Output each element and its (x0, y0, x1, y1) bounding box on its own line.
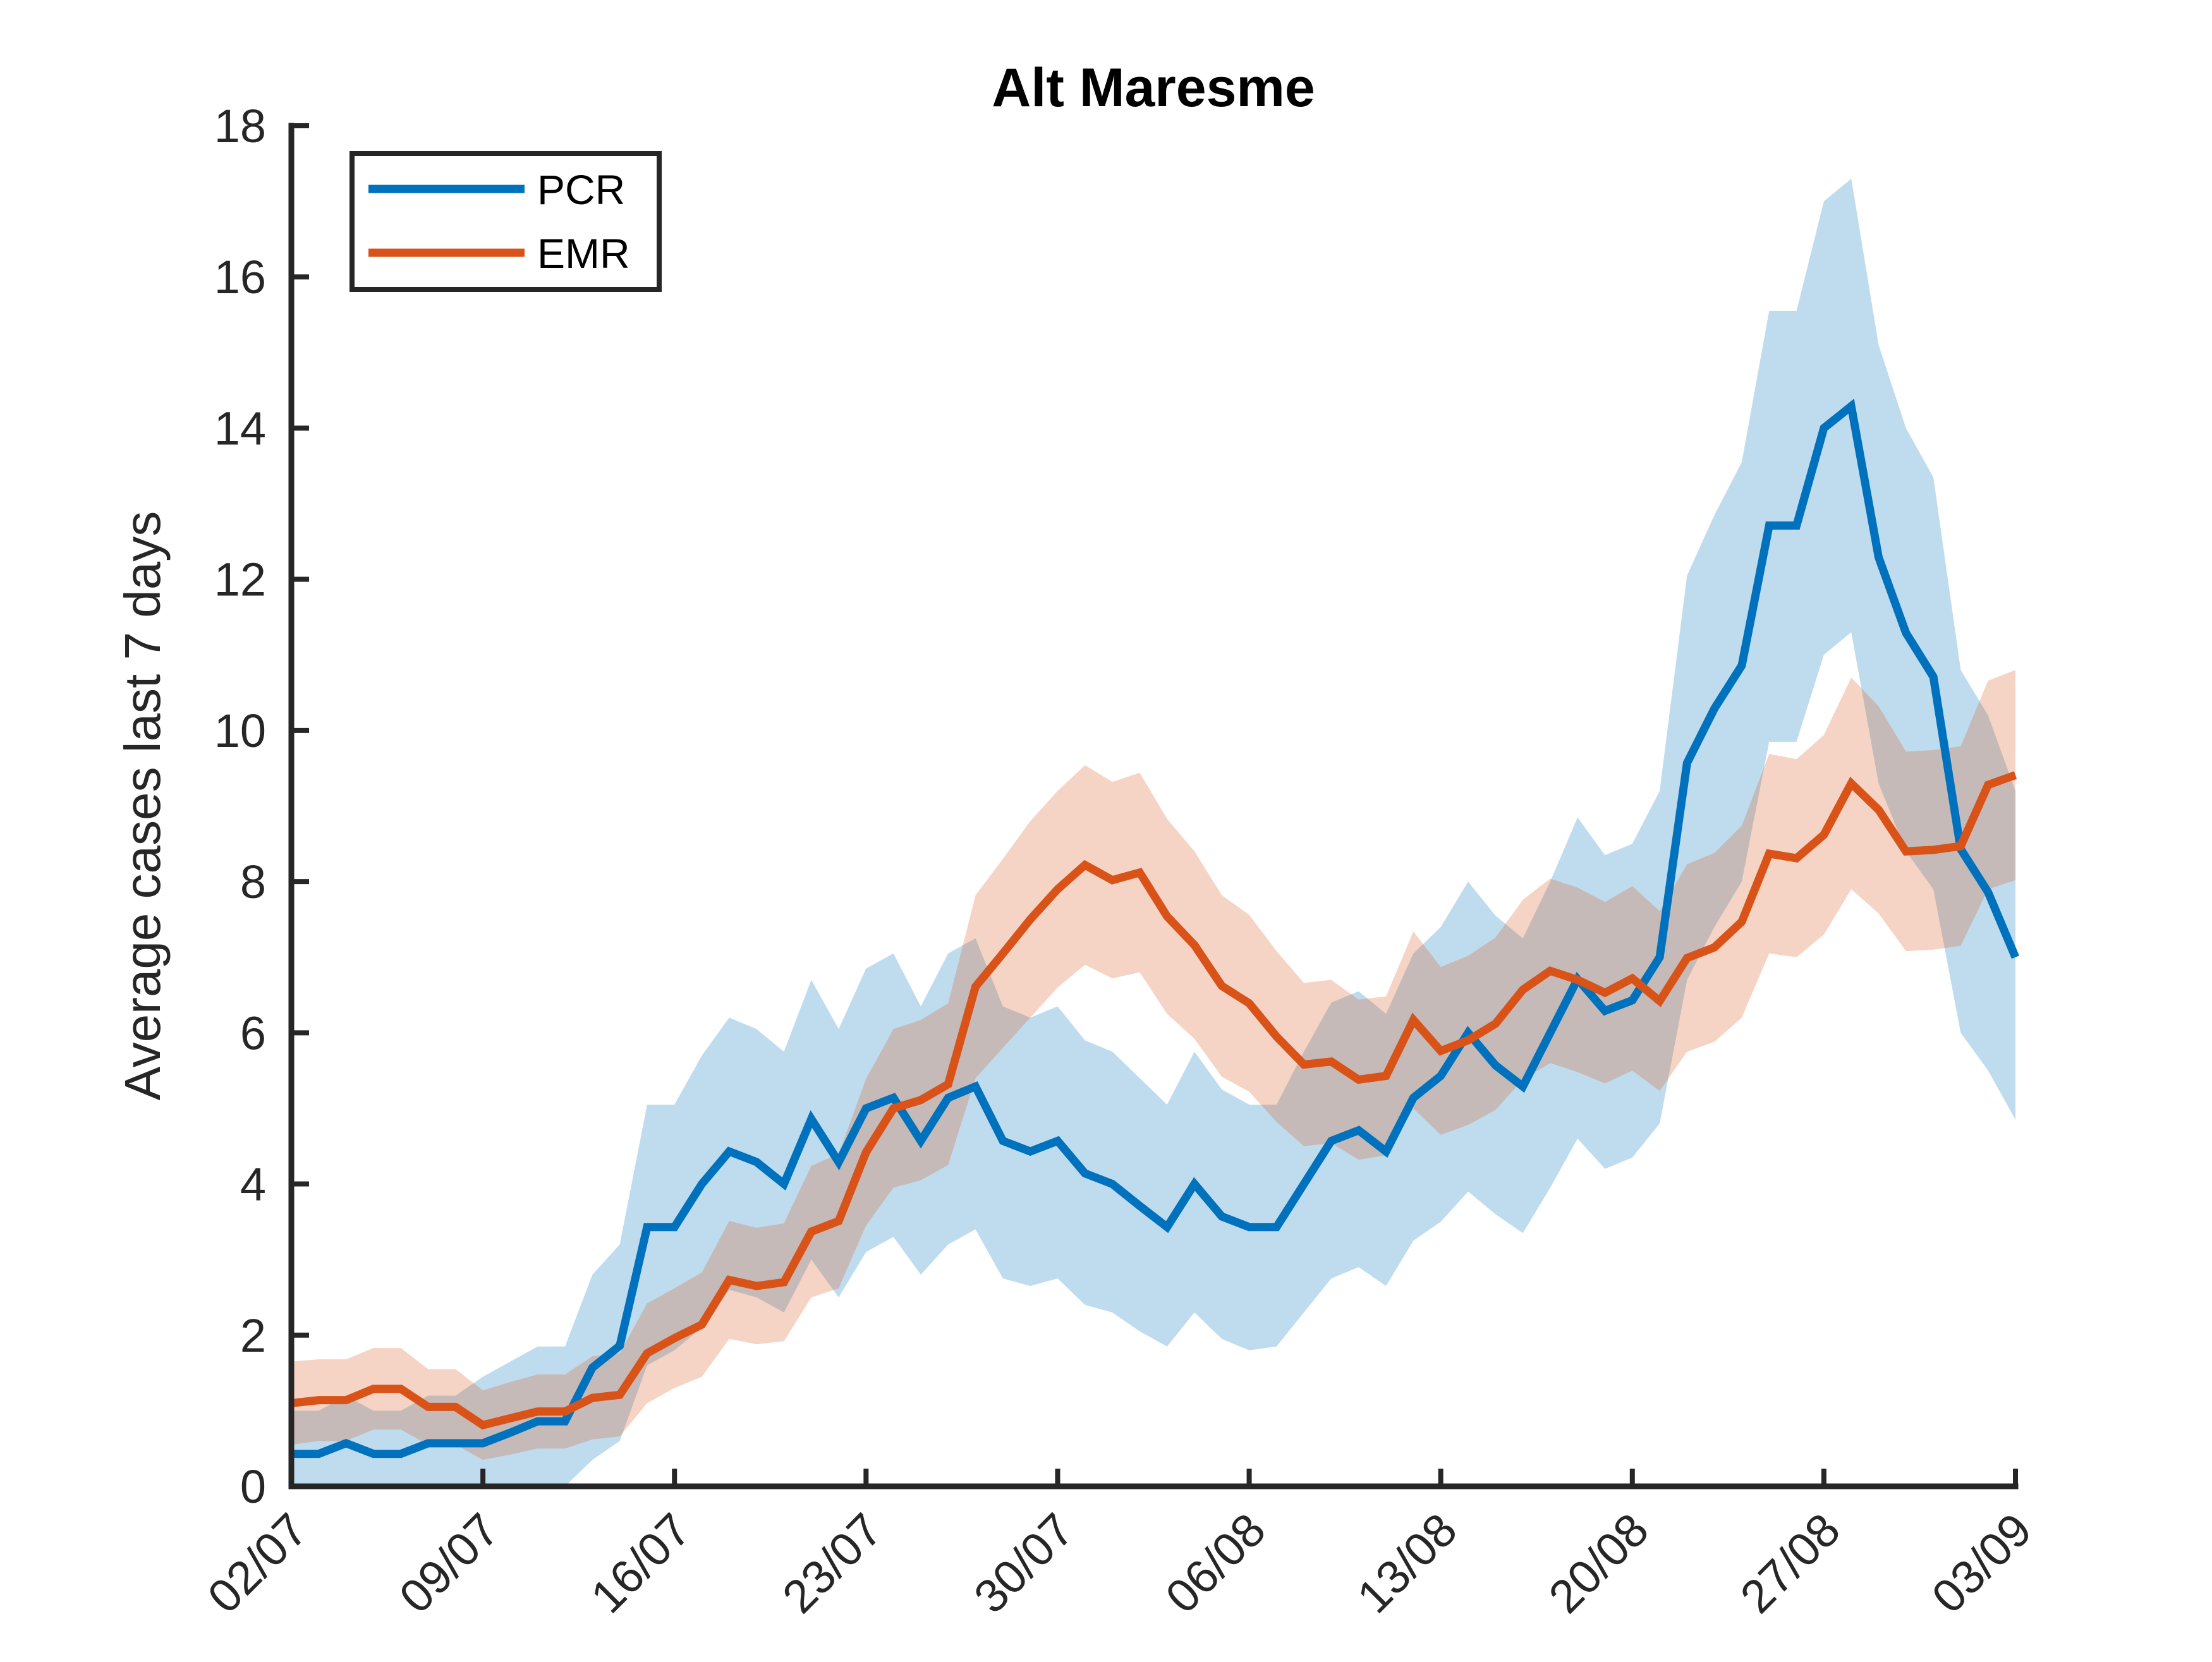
y-tick-label: 16 (214, 251, 266, 303)
y-ticks: 0 2 4 6 8 10 12 14 16 18 (214, 100, 309, 1513)
axes (288, 123, 2019, 1489)
y-tick-label: 10 (214, 705, 266, 757)
y-tick-label: 12 (214, 554, 266, 606)
y-tick-label: 14 (214, 402, 266, 454)
y-tick-label: 6 (240, 1007, 266, 1059)
y-tick-label: 0 (240, 1460, 266, 1513)
series-lines (291, 398, 2019, 1459)
y-tick-label: 18 (214, 100, 266, 152)
legend-label-emr: EMR (537, 230, 630, 277)
y-tick-label: 8 (240, 856, 266, 908)
series-line-emr (291, 771, 2017, 1430)
y-axis-label: Average cases last 7 days (114, 511, 171, 1100)
chart-title: Alt Maresme (992, 58, 1315, 118)
band-emr (291, 670, 2015, 1460)
legend-label-pcr: PCR (537, 166, 625, 213)
series-line-pcr (291, 398, 2019, 1459)
legend-box (349, 151, 662, 292)
legend: PCR EMR (349, 151, 662, 292)
y-tick-label: 4 (240, 1158, 266, 1211)
y-tick-label: 2 (240, 1309, 266, 1362)
